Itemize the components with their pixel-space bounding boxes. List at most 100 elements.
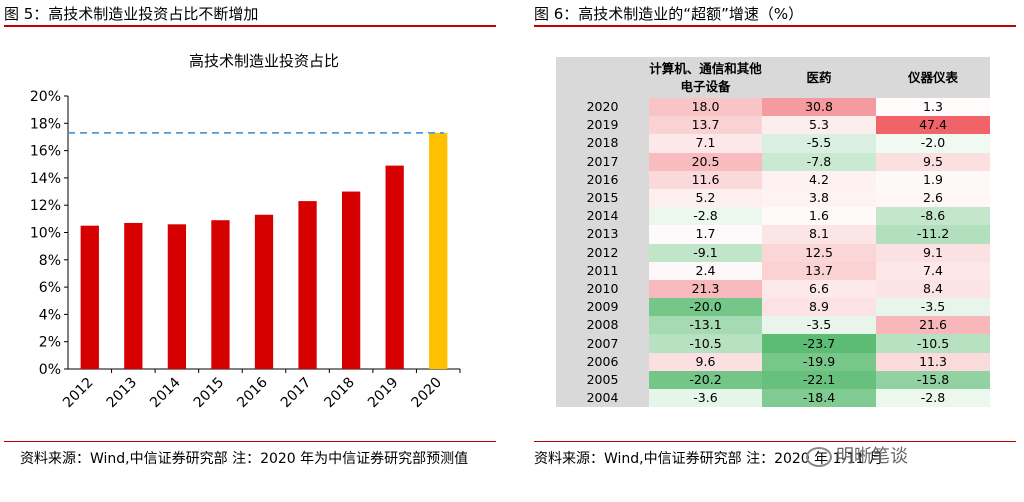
heatmap-cell: 6.6 xyxy=(762,279,876,299)
table-row: 2015 5.2 3.8 2.6 xyxy=(556,188,990,208)
row-label: 2004 xyxy=(556,389,649,408)
row-label: 2010 xyxy=(556,279,649,299)
y-tick-label: 12% xyxy=(30,198,61,214)
table-row: 2018 7.1 -5.5 -2.0 xyxy=(556,134,990,153)
heatmap-cell: -11.2 xyxy=(876,225,990,244)
table-row: 2016 11.6 4.2 1.9 xyxy=(556,170,990,189)
heatmap-cell: 7.4 xyxy=(876,261,990,280)
table-row: 2020 18.0 30.8 1.3 xyxy=(556,98,990,117)
y-tick-label: 4% xyxy=(39,307,61,323)
heatmap-cell: 20.5 xyxy=(649,152,762,171)
table-row: 2012 -9.1 12.5 9.1 xyxy=(556,243,990,262)
heatmap-cell: -2.8 xyxy=(876,389,990,408)
table-row: 2014 -2.8 1.6 -8.6 xyxy=(556,207,990,226)
x-tick-label: 2020 xyxy=(409,375,446,412)
bar-2020 xyxy=(429,132,448,369)
heatmap-cell: -5.5 xyxy=(762,134,876,153)
table-row: 2011 2.4 13.7 7.4 xyxy=(556,261,990,280)
heatmap-cell: 4.2 xyxy=(762,170,876,189)
row-label: 2016 xyxy=(556,170,649,189)
heatmap-cell: 18.0 xyxy=(649,98,762,117)
x-tick-label: 2018 xyxy=(321,375,358,412)
y-tick-label: 2% xyxy=(39,335,61,351)
heatmap-cell: -9.1 xyxy=(649,243,762,262)
right-title-rule xyxy=(534,25,1016,27)
row-label: 2005 xyxy=(556,370,649,389)
heatmap-cell: 2.4 xyxy=(649,261,762,280)
left-source-rule xyxy=(4,441,496,442)
heatmap-cell: -10.5 xyxy=(649,334,762,353)
table-row: 2013 1.7 8.1 -11.2 xyxy=(556,225,990,244)
row-label: 2007 xyxy=(556,334,649,353)
heatmap-cell: 21.3 xyxy=(649,279,762,299)
heatmap-cell: 11.6 xyxy=(649,170,762,189)
heatmap-cell: -2.8 xyxy=(649,207,762,226)
heatmap-cell: -18.4 xyxy=(762,389,876,408)
heatmap-cell: 21.6 xyxy=(876,316,990,335)
left-source-note: 资料来源：Wind,中信证券研究部 注：2020 年为中信证券研究部预测值 xyxy=(20,451,469,467)
x-tick-label: 2015 xyxy=(191,375,228,412)
y-tick-label: 0% xyxy=(39,362,61,378)
bar-2017 xyxy=(298,201,317,369)
heatmap-cell: 1.6 xyxy=(762,207,876,226)
heatmap-cell: 7.1 xyxy=(649,134,762,153)
heatmap-cell: -2.0 xyxy=(876,134,990,153)
row-label: 2013 xyxy=(556,225,649,244)
heatmap-cell: -15.8 xyxy=(876,370,990,389)
heatmap-cell: -20.2 xyxy=(649,370,762,389)
bar-2018 xyxy=(341,191,361,369)
row-label: 2008 xyxy=(556,316,649,335)
x-tick-label: 2014 xyxy=(147,374,184,411)
column-header-0: 计算机、通信和其他电子设备 xyxy=(649,57,762,98)
heatmap-cell: -3.5 xyxy=(876,298,990,317)
row-label: 2012 xyxy=(556,243,649,262)
row-label: 2017 xyxy=(556,152,649,171)
y-tick-label: 8% xyxy=(39,253,61,269)
heatmap-cell: 1.3 xyxy=(876,98,990,117)
right-source-rule xyxy=(534,441,1016,442)
heatmap-cell: 9.5 xyxy=(876,152,990,171)
table-row: 2010 21.3 6.6 8.4 xyxy=(556,279,990,299)
bar-chart: 高技术制造业投资占比 0% 2% 4% 6% 8% 10% 12% 14% 16% 18% 20% 20… xyxy=(30,52,461,412)
heatmap-cell: -20.0 xyxy=(649,298,762,317)
heatmap-cell: 47.4 xyxy=(876,116,990,135)
column-header-1: 医药 xyxy=(762,57,876,98)
bar-2013 xyxy=(124,222,143,369)
bar-2012 xyxy=(80,225,99,369)
heatmap-cell: 8.1 xyxy=(762,225,876,244)
heatmap-cell: 9.1 xyxy=(876,243,990,262)
heatmap-cell: 8.9 xyxy=(762,298,876,317)
heatmap-cell: -8.6 xyxy=(876,207,990,226)
y-tick-label: 14% xyxy=(30,171,61,187)
chart-title: 高技术制造业投资占比 xyxy=(189,52,339,70)
heatmap-cell: -3.6 xyxy=(649,389,762,408)
table-row: 2008 -13.1 -3.5 21.6 xyxy=(556,316,990,335)
heatmap-cell: 5.3 xyxy=(762,116,876,135)
y-tick-label: 18% xyxy=(30,116,61,132)
table-row: 2019 13.7 5.3 47.4 xyxy=(556,116,990,135)
heatmap-cell: 9.6 xyxy=(649,352,762,371)
watermark: 明晰笔谈 xyxy=(806,442,908,468)
table-row: 2004 -3.6 -18.4 -2.8 xyxy=(556,389,990,408)
row-label: 2019 xyxy=(556,116,649,135)
heatmap-cell: 30.8 xyxy=(762,98,876,117)
heatmap-cell: 13.7 xyxy=(762,261,876,280)
heatmap-cell: 3.8 xyxy=(762,188,876,208)
heatmap-table: 计算机、通信和其他电子设备 医药 仪器仪表 2020 18.0 30.8 1.3 2019 1… xyxy=(556,57,990,408)
watermark-text: 明晰笔谈 xyxy=(836,446,908,467)
column-header-2: 仪器仪表 xyxy=(876,57,990,98)
heatmap-cell: -10.5 xyxy=(876,334,990,353)
left-panel-title: 图 5：高技术制造业投资占比不断增加 xyxy=(4,5,259,23)
bar-2015 xyxy=(211,220,230,369)
row-label: 2009 xyxy=(556,298,649,317)
heatmap-cell: 1.7 xyxy=(649,225,762,244)
left-title-rule xyxy=(4,25,496,27)
corner-cell xyxy=(556,57,649,98)
heatmap-cell: -22.1 xyxy=(762,370,876,389)
y-tick-label: 20% xyxy=(30,89,61,105)
heatmap-cell: -7.8 xyxy=(762,152,876,171)
heatmap-cell: 1.9 xyxy=(876,170,990,189)
heatmap-cell: -19.9 xyxy=(762,352,876,371)
x-tick-label: 2016 xyxy=(234,374,271,411)
bar-2014 xyxy=(167,224,187,369)
